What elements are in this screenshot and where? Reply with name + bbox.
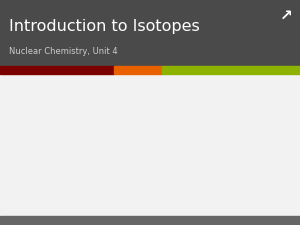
- Bar: [0, 216, 300, 225]
- Text: ↗: ↗: [280, 8, 293, 23]
- Bar: [0, 66, 114, 74]
- Bar: [0, 0, 300, 66]
- Text: Introduction to Isotopes: Introduction to Isotopes: [9, 19, 200, 34]
- Text: Nuclear Chemistry, Unit 4: Nuclear Chemistry, Unit 4: [9, 47, 118, 56]
- Bar: [162, 66, 300, 74]
- Bar: [114, 66, 162, 74]
